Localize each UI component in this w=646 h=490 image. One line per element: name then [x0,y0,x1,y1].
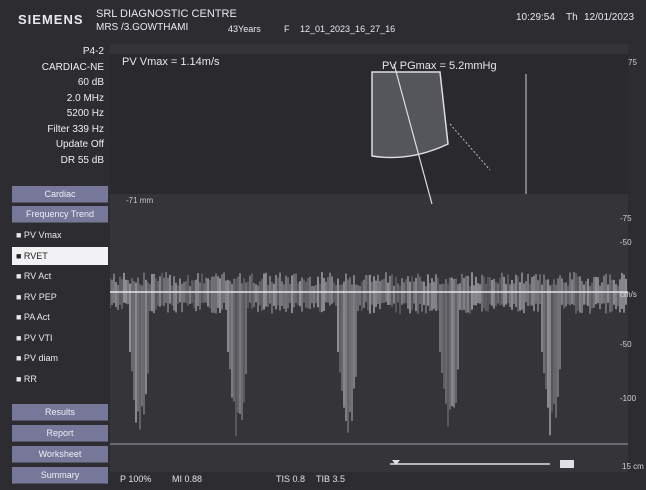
power: P 100% [120,474,151,484]
date: 12/01/2023 [584,12,634,23]
param: CARDIAC-NE [0,62,104,73]
brand: SIEMENS [18,12,84,27]
menu-item[interactable]: ■ PV Vmax [12,226,108,244]
sex: F [284,24,290,34]
vmax-label: PV Vmax = 1.14m/s [122,56,220,68]
pgmax-label: PV PGmax = 5.2mmHg [382,60,497,72]
menu-item[interactable]: ■ RVET [12,247,108,265]
image-area [110,44,628,472]
param: P4-2 [0,46,104,57]
scale-bottom: 15 cm [622,462,644,471]
age: 43Years [228,24,261,34]
ultrasound-screen: SIEMENS SRL DIAGNOSTIC CENTRE MRS /3.GOW… [0,0,646,490]
patient: MRS /3.GOWTHAMI [96,22,188,33]
depth-label: -71 mm [126,196,153,205]
param: 2.0 MHz [0,93,104,104]
menu-button[interactable]: Results [12,404,108,421]
param: 5200 Hz [0,108,104,119]
scale-label: -75 [620,214,632,223]
menu-item[interactable]: ■ PV VTI [12,329,108,347]
menu-button[interactable]: Summary [12,467,108,484]
menu-group[interactable]: Cardiac [12,186,108,203]
study-id: 12_01_2023_16_27_16 [300,24,395,34]
param: Filter 339 Hz [0,124,104,135]
tib: TIB 3.5 [316,474,345,484]
2d-region [110,54,628,194]
menu-item[interactable]: ■ RR [12,370,108,388]
param: Update Off [0,139,104,150]
menu-item[interactable]: ■ RV Act [12,267,108,285]
param: DR 55 dB [0,155,104,166]
scale-top: 75 [628,58,637,67]
sector-image [372,72,448,158]
param: 60 dB [0,77,104,88]
day: Th [566,12,578,23]
menu-item[interactable]: ■ PA Act [12,308,108,326]
scale-label: cm/s [620,290,637,299]
centre: SRL DIAGNOSTIC CENTRE [96,8,237,20]
scale-label: -100 [620,394,636,403]
time: 10:29:54 [516,12,555,23]
menu-item[interactable]: ■ PV diam [12,349,108,367]
menu-button[interactable]: Worksheet [12,446,108,463]
tis: TIS 0.8 [276,474,305,484]
scale-label: -50 [620,340,632,349]
menu-subgroup[interactable]: Frequency Trend [12,206,108,223]
mi: MI 0.88 [172,474,202,484]
scale-label: -50 [620,238,632,247]
menu-button[interactable]: Report [12,425,108,442]
menu-item[interactable]: ■ RV PEP [12,288,108,306]
scroll-thumb [560,460,574,468]
